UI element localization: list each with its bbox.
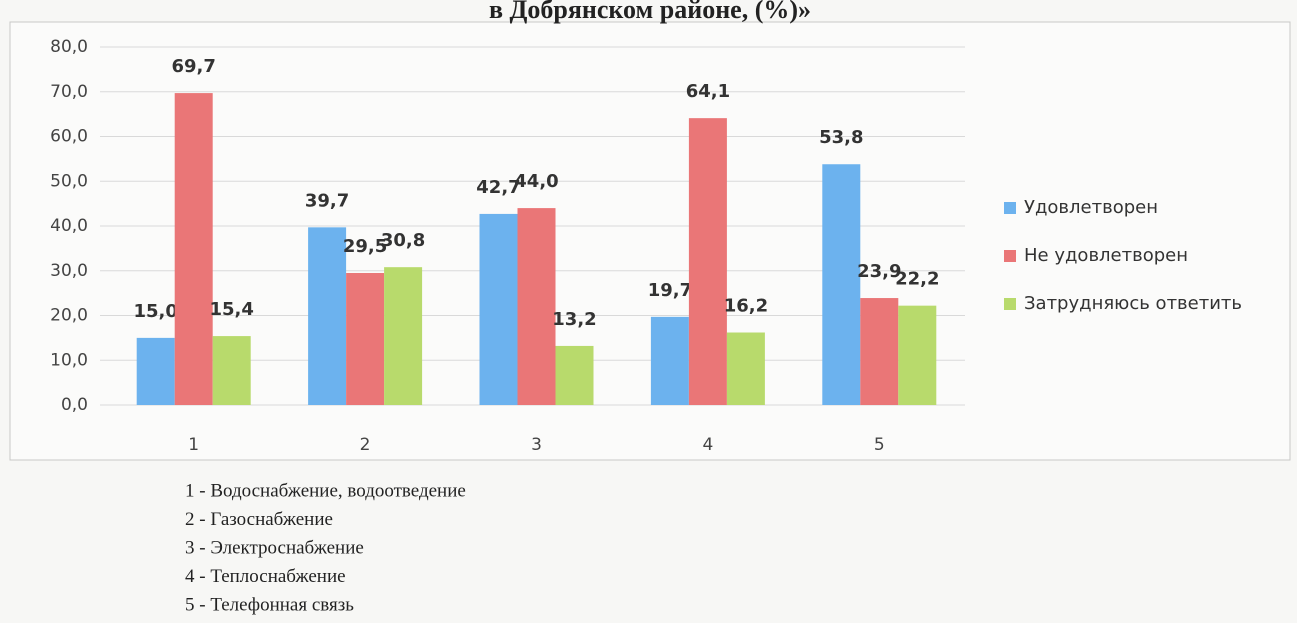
value-label: 16,2 xyxy=(724,296,768,317)
y-tick-label: 70,0 xyxy=(50,82,88,102)
bar xyxy=(555,345,594,405)
value-label: 53,8 xyxy=(819,127,863,148)
value-label: 69,7 xyxy=(171,56,215,77)
bar xyxy=(898,305,937,405)
y-tick-label: 0,0 xyxy=(61,395,88,415)
value-label: 42,7 xyxy=(476,177,520,198)
bar xyxy=(346,272,385,405)
bar xyxy=(136,337,175,405)
y-tick-label: 50,0 xyxy=(50,171,88,191)
value-label: 39,7 xyxy=(305,190,349,211)
legend-label: Удовлетворен xyxy=(1024,197,1158,218)
value-label: 15,0 xyxy=(133,301,177,322)
legend-swatch xyxy=(1004,298,1016,310)
bar xyxy=(212,336,251,405)
legend-label: Не удовлетворен xyxy=(1024,245,1188,266)
bar xyxy=(384,267,423,405)
bar xyxy=(822,164,861,405)
y-tick-label: 20,0 xyxy=(50,306,88,326)
bar xyxy=(650,316,689,405)
legend-swatch xyxy=(1004,250,1016,262)
value-label: 23,9 xyxy=(857,261,901,282)
value-label: 29,5 xyxy=(343,236,387,257)
bar xyxy=(174,93,213,405)
x-tick-label: 2 xyxy=(360,435,371,455)
bar xyxy=(726,332,765,405)
x-tick-label: 5 xyxy=(874,435,885,455)
footnote: 5 - Телефонная связь xyxy=(185,594,354,615)
legend-label: Затрудняюсь ответить xyxy=(1024,293,1242,314)
footnote: 3 - Электроснабжение xyxy=(185,537,364,558)
value-label: 15,4 xyxy=(209,299,253,320)
footnote: 4 - Теплоснабжение xyxy=(185,566,346,587)
bar xyxy=(308,227,347,405)
x-tick-label: 4 xyxy=(702,435,713,455)
y-tick-label: 10,0 xyxy=(50,350,88,370)
footnote: 1 - Водоснабжение, водоотведение xyxy=(185,480,466,501)
chart-title: в Добрянском районе, (%)» xyxy=(489,0,811,24)
value-label: 44,0 xyxy=(514,171,558,192)
x-tick-label: 1 xyxy=(188,435,199,455)
bar xyxy=(688,118,727,405)
y-tick-label: 40,0 xyxy=(50,216,88,236)
value-label: 19,7 xyxy=(648,280,692,301)
y-tick-label: 30,0 xyxy=(50,261,88,281)
y-tick-label: 60,0 xyxy=(50,127,88,147)
value-label: 13,2 xyxy=(552,309,596,330)
bar xyxy=(479,213,518,405)
value-label: 64,1 xyxy=(686,81,730,102)
value-label: 22,2 xyxy=(895,269,939,290)
legend-swatch xyxy=(1004,202,1016,214)
x-tick-label: 3 xyxy=(531,435,542,455)
y-tick-label: 80,0 xyxy=(50,37,88,57)
bar xyxy=(860,298,899,405)
value-label: 30,8 xyxy=(381,230,425,251)
footnote: 2 - Газоснабжение xyxy=(185,509,333,530)
bar xyxy=(517,208,556,405)
